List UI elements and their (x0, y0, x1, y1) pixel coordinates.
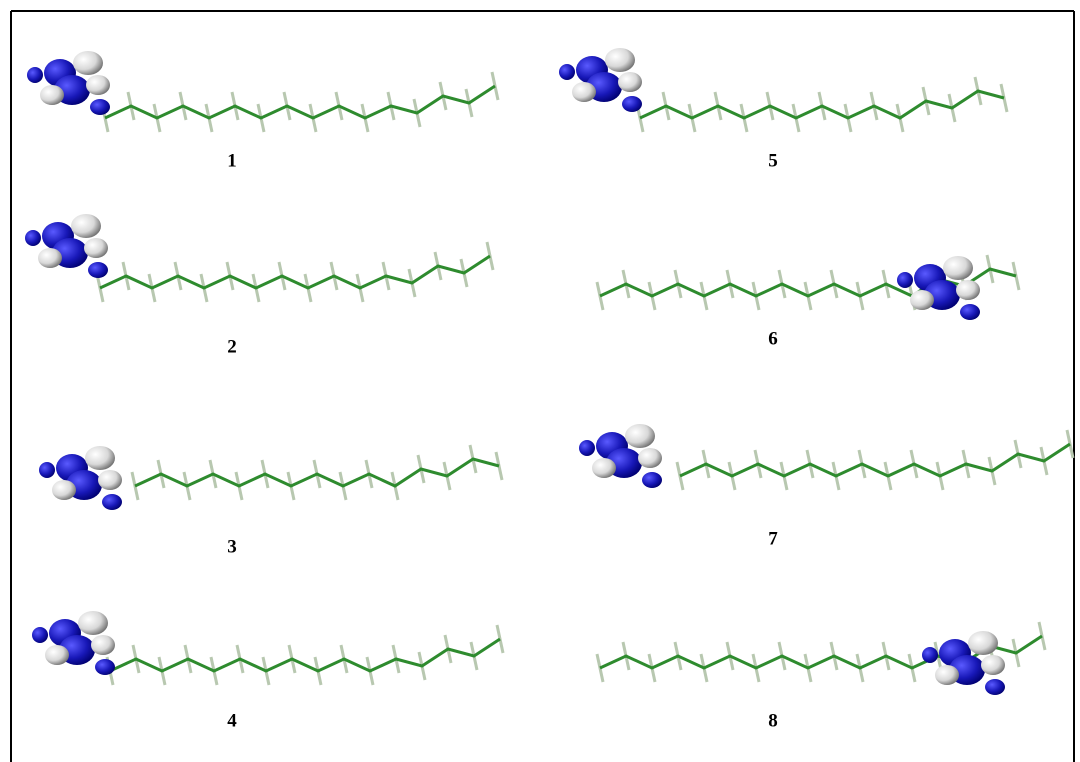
orbital-lobe (90, 99, 110, 115)
molecule-label: 6 (768, 328, 778, 349)
orbital-lobe (968, 631, 998, 655)
carbon-chain (639, 89, 1005, 120)
orbital-lobe (910, 290, 934, 310)
orbital-lobe (618, 72, 642, 92)
molecule-label: 8 (768, 710, 778, 731)
labels: 1 5 2 6 3 7 4 8 (227, 150, 778, 731)
carbon-chain (134, 457, 500, 488)
orbital-lobe (91, 635, 115, 655)
orbital-lobe (559, 64, 575, 80)
orbital-lobe (40, 85, 64, 105)
orbital-lobe (572, 82, 596, 102)
orbital-lobe (73, 51, 103, 75)
orbital-lobe (25, 230, 41, 246)
orbital-lobe (642, 472, 662, 488)
orbital-lobe (78, 611, 108, 635)
orbital-lobe (638, 448, 662, 468)
orbital-lobe (32, 627, 48, 643)
orbital-lobe (45, 645, 69, 665)
molecules (25, 48, 1075, 695)
molecule-label: 5 (768, 150, 778, 171)
molecule-label: 7 (768, 528, 778, 549)
orbital-lobe (52, 480, 76, 500)
orbital-lobe (922, 647, 938, 663)
orbital-lobe (956, 280, 980, 300)
orbital-lobe (625, 424, 655, 448)
carbon-chain (679, 442, 1071, 478)
orbital-lobe (622, 96, 642, 112)
orbital-lobe (981, 655, 1005, 675)
carbon-chain (109, 637, 501, 673)
orbital-lobe (579, 440, 595, 456)
orbital-lobe (71, 214, 101, 238)
orbital-lobe (943, 256, 973, 280)
orbital-lobe (960, 304, 980, 320)
molecule-label: 3 (227, 536, 237, 557)
orbital-lobe (935, 665, 959, 685)
orbital-lobe (592, 458, 616, 478)
molecule-label: 1 (227, 150, 237, 171)
carbon-chain (99, 254, 491, 290)
molecule-label: 2 (227, 336, 237, 357)
hydrogen (485, 241, 495, 271)
molecule-label: 4 (227, 710, 237, 731)
orbital-lobe (85, 446, 115, 470)
frame (10, 10, 1075, 762)
orbital-lobe (86, 75, 110, 95)
orbital-lobe (98, 470, 122, 490)
carbon-chain (104, 84, 496, 120)
orbital-lobe (38, 248, 62, 268)
orbital-lobe (39, 462, 55, 478)
orbital-lobe (102, 494, 122, 510)
orbital-lobe (88, 262, 108, 278)
orbital-lobe (84, 238, 108, 258)
orbital-lobe (605, 48, 635, 72)
orbital-lobe (95, 659, 115, 675)
orbital-lobe (27, 67, 43, 83)
orbital-lobe (985, 679, 1005, 695)
orbital-lobe (897, 272, 913, 288)
